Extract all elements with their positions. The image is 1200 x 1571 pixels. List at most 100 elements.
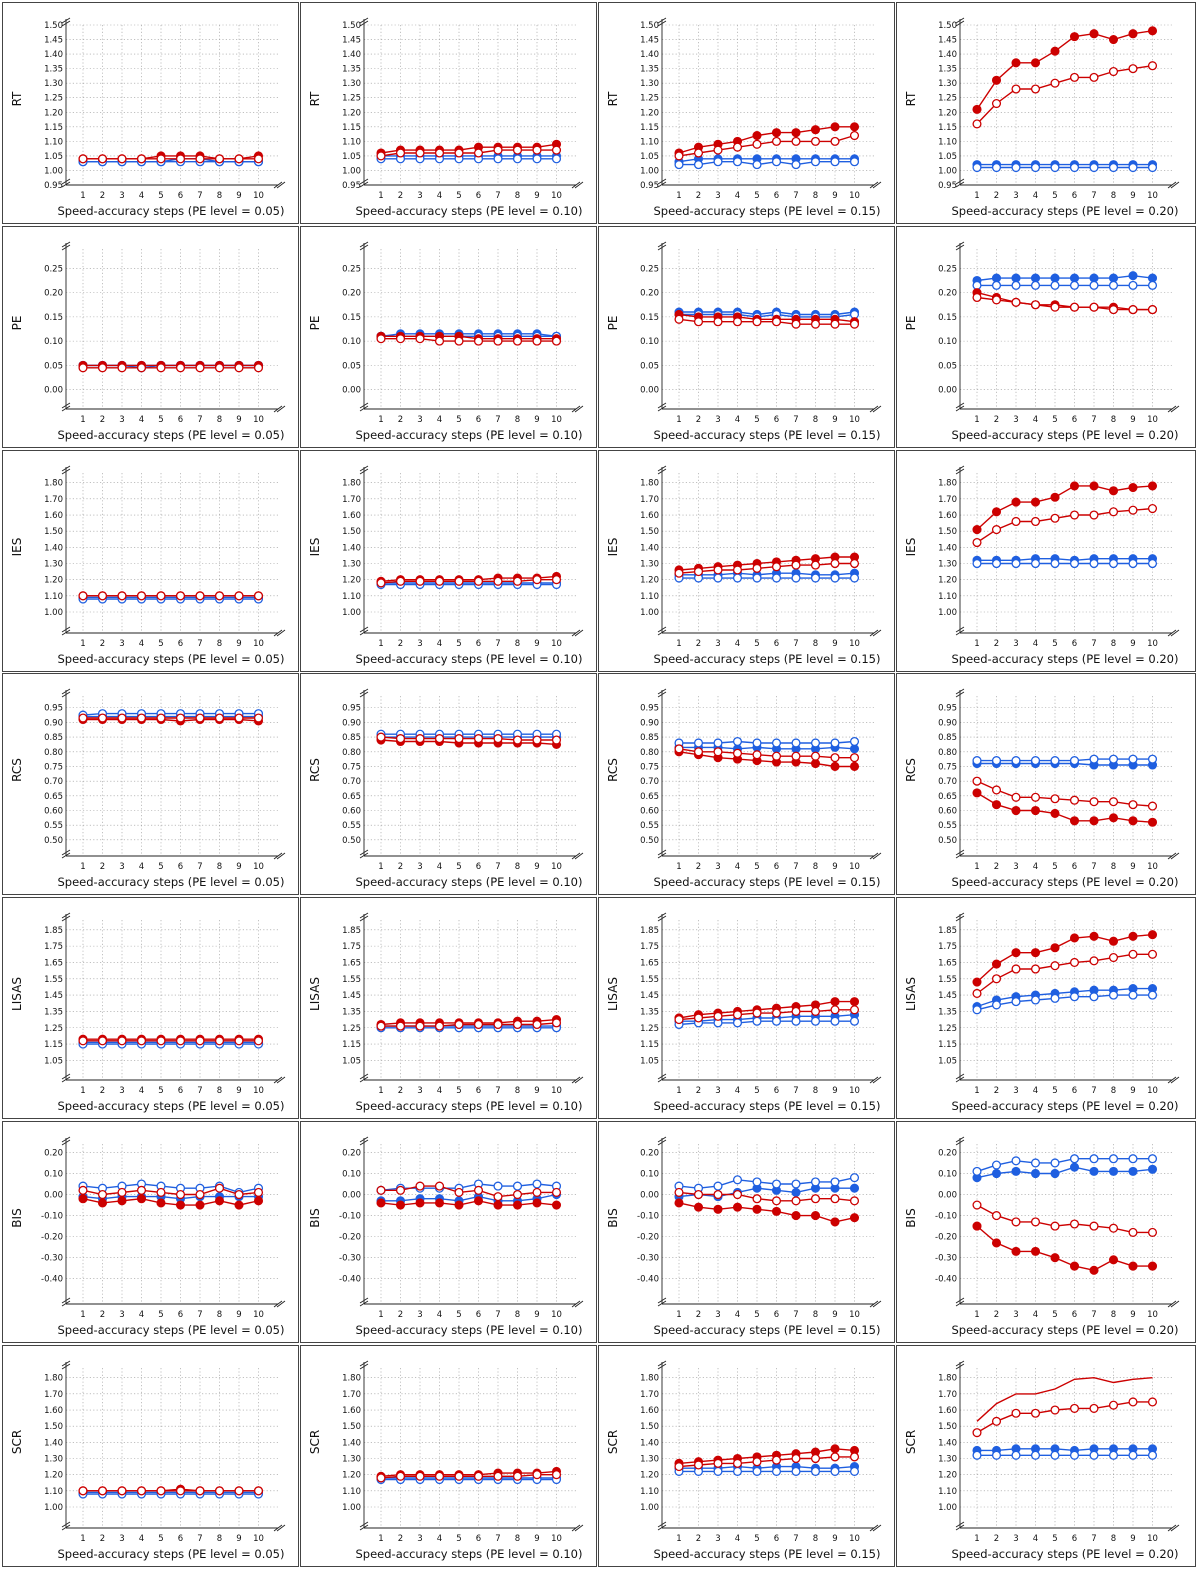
data-point (752, 1204, 762, 1214)
data-point (972, 119, 982, 129)
y-tick-label: 1.15 (640, 1040, 659, 1050)
x-tick-label: 2 (398, 1086, 403, 1096)
y-tick-label: 1.35 (640, 1007, 659, 1017)
x-tick-label: 1 (378, 1310, 383, 1320)
series-line-blue-open (678, 1020, 855, 1026)
data-point (1147, 481, 1158, 491)
data-point (713, 565, 723, 575)
origin-axis-break (657, 178, 667, 188)
y-tick-label: 1.35 (342, 65, 361, 75)
data-point (830, 1194, 840, 1204)
x-tick-label: 5 (456, 1086, 461, 1096)
y-axis-label: RT (606, 91, 620, 106)
x-tick-label: 9 (832, 1086, 837, 1096)
x-tick-label: 3 (417, 862, 422, 872)
data-point (849, 558, 860, 569)
y-tick-label: 1.20 (342, 108, 361, 118)
x-tick-label: 10 (551, 1534, 562, 1544)
y-axis-label: SCR (904, 1430, 918, 1454)
data-point (713, 145, 723, 155)
data-point (791, 1179, 801, 1189)
series-line-blue-open (679, 740, 855, 744)
series-line-blue-filled (679, 572, 855, 576)
x-tick-label: 4 (1033, 415, 1038, 425)
data-point (1069, 72, 1080, 82)
data-point (1030, 995, 1041, 1005)
y-tick-label: 0.75 (44, 762, 63, 772)
x-tick-label: 9 (1130, 415, 1135, 425)
y-tick-label: 1.30 (44, 560, 63, 570)
data-point (1069, 1154, 1080, 1164)
x-tick-label: 2 (696, 1534, 701, 1544)
x-tick-label: 1 (676, 1310, 681, 1320)
data-point (972, 162, 982, 173)
y-tick-label: 0.20 (342, 1148, 361, 1158)
series-line-red-open (678, 134, 855, 157)
y-tick-label: 0.50 (44, 836, 63, 846)
data-point (376, 732, 386, 742)
x-tick-label: 1 (676, 415, 681, 425)
data-point (1069, 162, 1080, 173)
data-point (136, 1194, 147, 1204)
data-point (493, 1181, 503, 1191)
data-point (674, 1462, 684, 1472)
chart-panel-lisas-pe-0.05: 1.05 1.15 1.25 1.35 1.45 1.55 1.65 1.75 1.85 1 2 3 4… (2, 897, 299, 1119)
x-tick-label: 1 (80, 862, 85, 872)
data-point (713, 747, 723, 757)
y-tick-label: 1.10 (44, 592, 63, 602)
x-tick-label: 8 (813, 639, 818, 649)
chart-panel-rt-pe-0.05: 0.95 1.00 1.05 1.10 1.15 1.20 1.25 1.30 1.35 1.40… (2, 2, 299, 224)
y-tick-label: 0.60 (44, 806, 63, 816)
data-point (1011, 1166, 1021, 1176)
x-tick-label: 9 (832, 1310, 837, 1320)
data-point (1030, 516, 1041, 527)
data-point (1089, 72, 1099, 82)
x-tick-label: 8 (217, 862, 222, 872)
x-tick-label: 9 (236, 1310, 241, 1320)
y-tick-label: 0.25 (342, 264, 361, 274)
y-tick-label: 0.75 (342, 762, 361, 772)
data-point (512, 1200, 523, 1210)
series-line-blue-filled (679, 311, 855, 316)
y-tick-label: 1.20 (44, 1471, 63, 1481)
y-tick-label: 1.40 (640, 50, 659, 60)
y-tick-label: 1.15 (44, 123, 63, 133)
series-line-red-filled (976, 934, 1153, 983)
y-tick-label: 0.00 (342, 386, 361, 396)
data-point (1011, 1156, 1021, 1166)
data-point (713, 157, 723, 167)
chart-panel-rcs-pe-0.05: 0.50 0.55 0.60 0.65 0.70 0.75 0.80 0.85 0.90 0.95… (2, 673, 299, 895)
y-axis-label: IES (308, 538, 322, 557)
y-tick-label: 1.20 (44, 108, 63, 118)
data-point (1147, 305, 1158, 315)
x-tick-label: 4 (139, 1086, 144, 1096)
data-point (253, 1187, 264, 1197)
origin-axis-break (657, 1073, 667, 1083)
data-point (1030, 1408, 1041, 1418)
y-axis-label: LISAS (606, 977, 620, 1011)
data-point (156, 1036, 166, 1046)
data-point (532, 1019, 542, 1030)
x-tick-label: 3 (1013, 862, 1018, 872)
data-point (1108, 162, 1119, 173)
data-point (532, 1179, 542, 1189)
x-tick-label: 1 (378, 191, 383, 201)
data-point (1050, 492, 1060, 502)
data-point (972, 1450, 982, 1460)
data-point (752, 738, 762, 748)
series-line-blue-filled (679, 746, 855, 750)
y-axis-break (61, 1360, 71, 1370)
x-tick-label: 6 (178, 1534, 183, 1544)
data-point (830, 997, 840, 1007)
data-point (1011, 1408, 1021, 1418)
x-tick-label: 4 (735, 1310, 740, 1320)
y-tick-label: 1.25 (640, 1024, 659, 1034)
y-tick-label: 1.00 (44, 608, 63, 618)
x-tick-label: 4 (139, 1310, 144, 1320)
chart-panel-pe-pe-0.10: 0.00 0.05 0.10 0.15 0.20 0.25 1 2 3 4 5 6 7 8 9 10 PE Spe… (300, 226, 597, 448)
data-point (532, 1470, 542, 1480)
y-tick-label: 1.70 (938, 1390, 957, 1400)
x-tick-label: 7 (197, 1310, 202, 1320)
y-tick-label: 0.85 (44, 733, 63, 743)
